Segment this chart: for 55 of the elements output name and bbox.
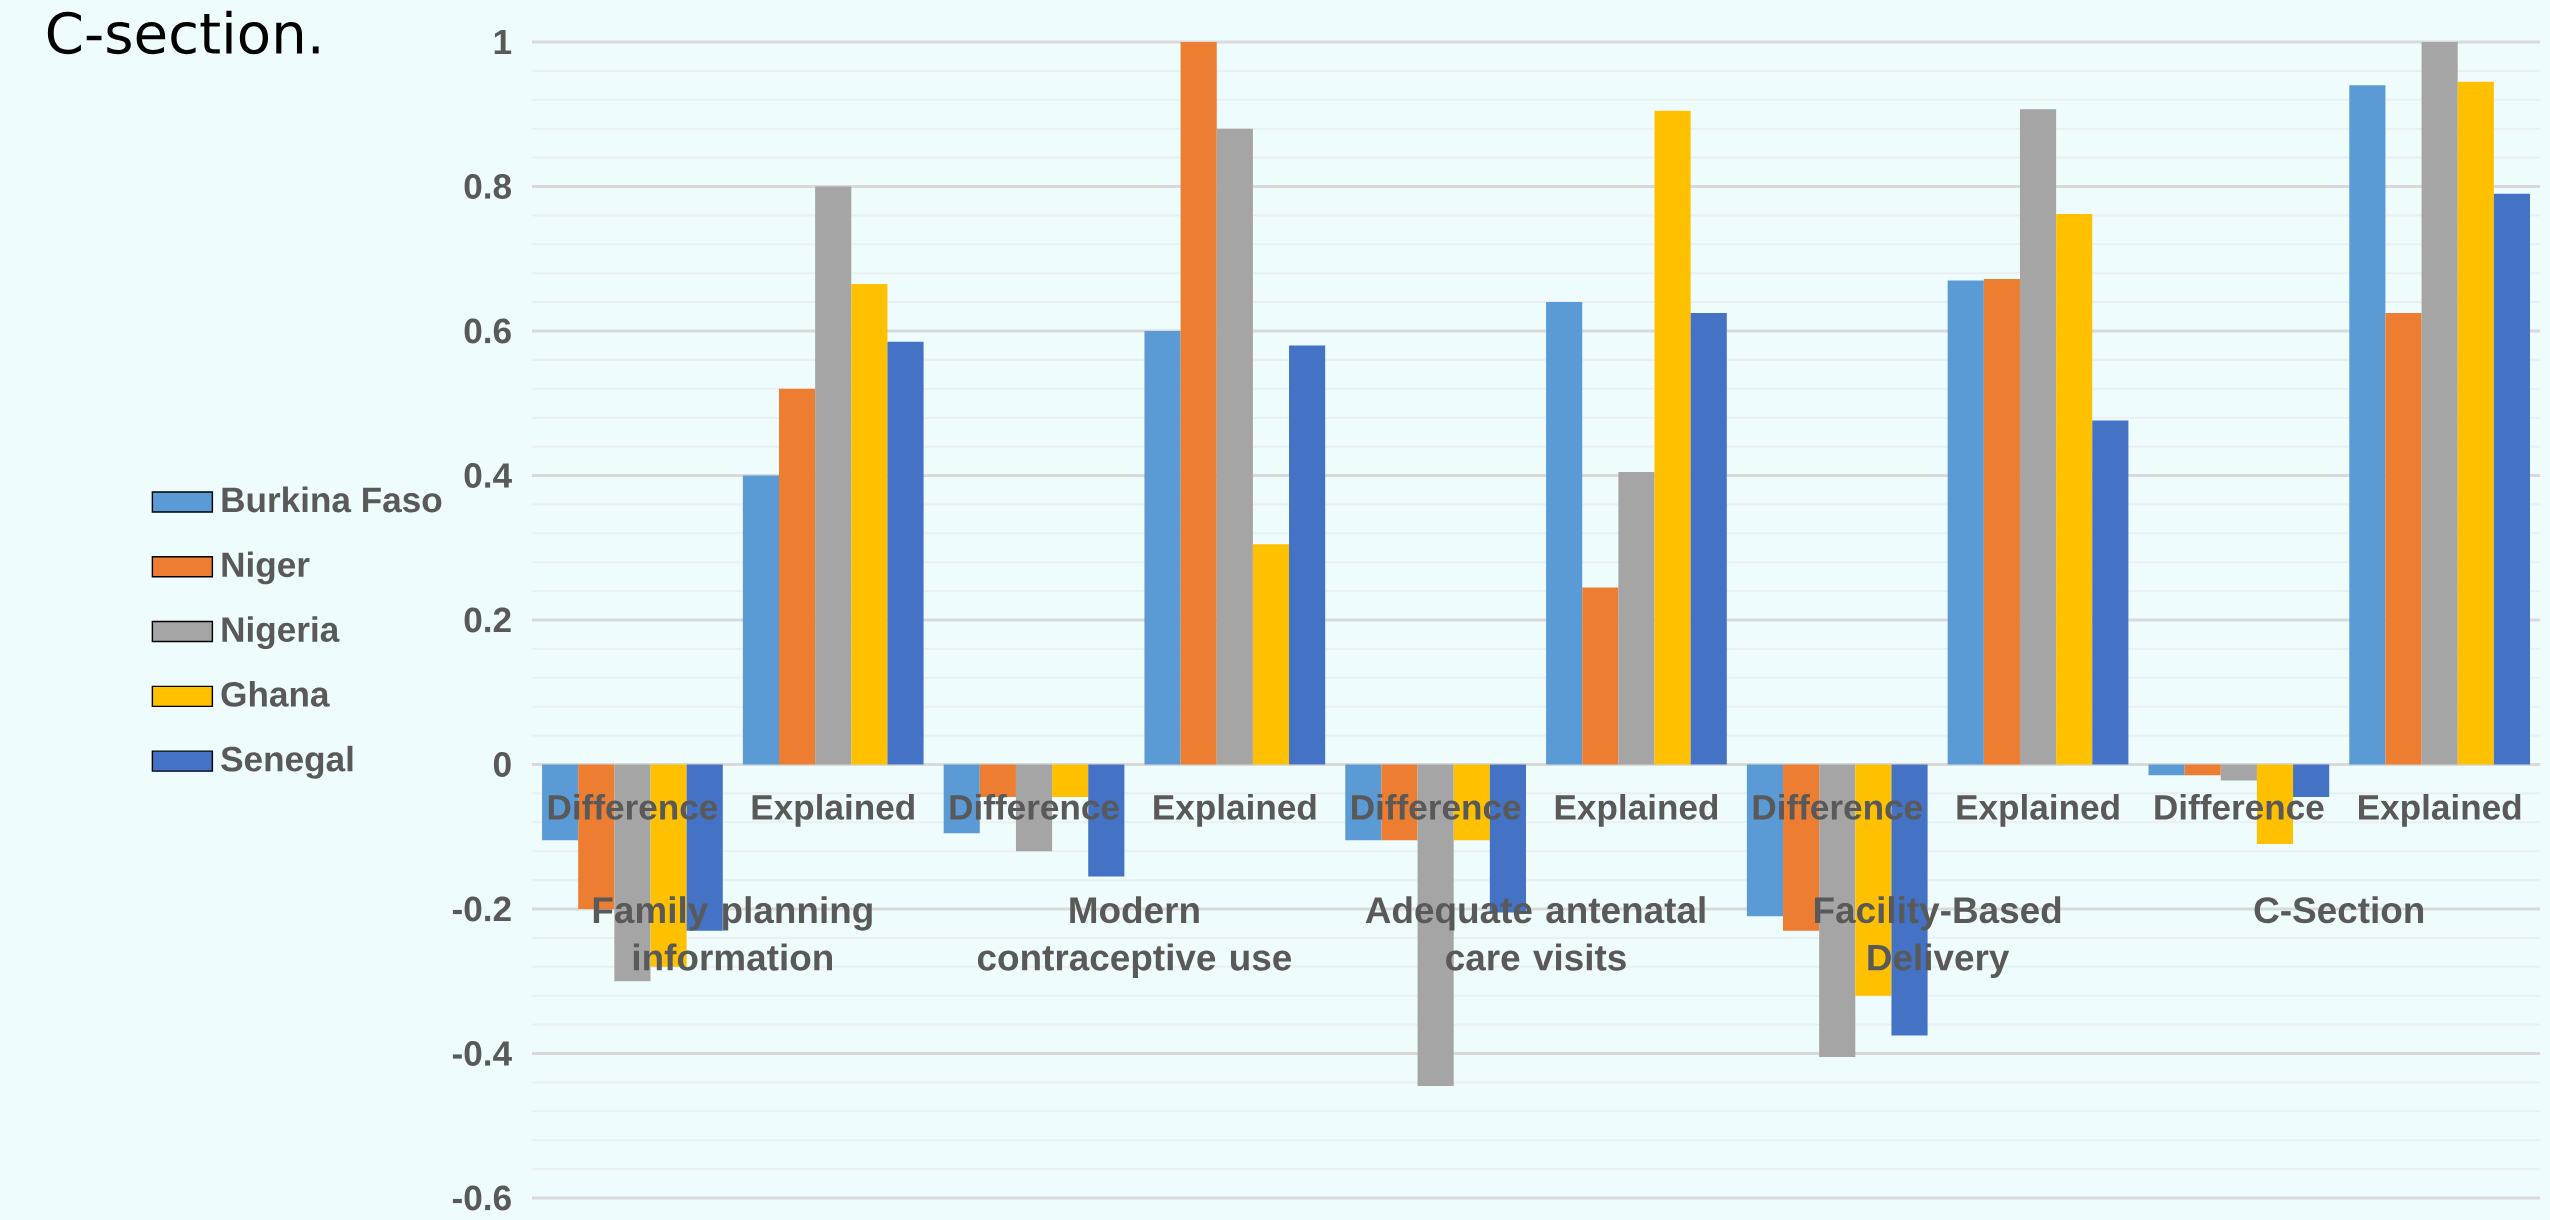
bar <box>779 388 816 765</box>
y-tick-label: 0 <box>493 752 511 777</box>
y-tick-label: -0.2 <box>452 896 511 922</box>
bar <box>1289 345 1326 765</box>
bar <box>2220 764 2257 781</box>
legend-label: Ghana <box>221 680 330 707</box>
x-tick-label: Explained <box>1154 794 1316 827</box>
bar <box>1216 128 1253 765</box>
bar <box>2457 81 2494 765</box>
y-tick-label: 0.2 <box>464 607 511 633</box>
bar <box>1654 110 1691 765</box>
x-tick-label: Explained <box>1555 794 1718 827</box>
x-tick-label: Difference <box>950 794 1119 820</box>
x-tick-label: Explained <box>1957 794 2119 827</box>
legend-label: Burkina Faso <box>222 486 442 513</box>
bar <box>815 186 852 765</box>
x-tick-label: Explained <box>752 794 914 827</box>
bar <box>887 341 924 765</box>
bar <box>2421 41 2458 765</box>
bar <box>1582 587 1619 765</box>
annotation: C-Section <box>2254 896 2424 924</box>
bar <box>2493 193 2531 765</box>
bar <box>1546 302 1583 765</box>
bar <box>2056 213 2093 765</box>
bar <box>2148 764 2185 776</box>
y-tick-label: 1 <box>494 29 512 55</box>
bar <box>1180 41 1217 765</box>
y-tick-label: -0.4 <box>452 1041 512 1066</box>
chart-title: C-section. <box>47 10 319 55</box>
bar <box>1947 280 1984 765</box>
bar <box>2092 420 2129 765</box>
bar <box>2019 109 2057 765</box>
x-tick-label: Difference <box>548 794 718 820</box>
legend-label: Nigeria <box>222 616 340 650</box>
y-tick-label: 0.8 <box>464 174 512 199</box>
bar <box>742 475 779 765</box>
y-tick-label: 0.4 <box>464 463 512 488</box>
legend-label: Niger <box>222 551 310 585</box>
x-tick-label: Explained <box>2359 794 2521 827</box>
annotation: Modern contraceptive use <box>977 896 1292 978</box>
x-tick-label: Difference <box>1753 794 1922 820</box>
bar <box>851 284 888 765</box>
y-tick-label: -0.6 <box>452 1185 511 1211</box>
legend-label: Senegal <box>221 745 353 779</box>
bar <box>1252 544 1290 765</box>
bar <box>1983 278 2020 765</box>
y-tick-label: 0.6 <box>464 318 511 344</box>
bar <box>2184 764 2221 776</box>
x-tick-label: Difference <box>1352 794 1521 820</box>
bar <box>1144 331 1181 765</box>
bar <box>2349 85 2386 765</box>
bar <box>2385 312 2422 765</box>
annotation: Adequate antenatal care visits <box>1365 896 1705 971</box>
bar <box>1690 312 1727 765</box>
bar <box>1618 471 1655 765</box>
